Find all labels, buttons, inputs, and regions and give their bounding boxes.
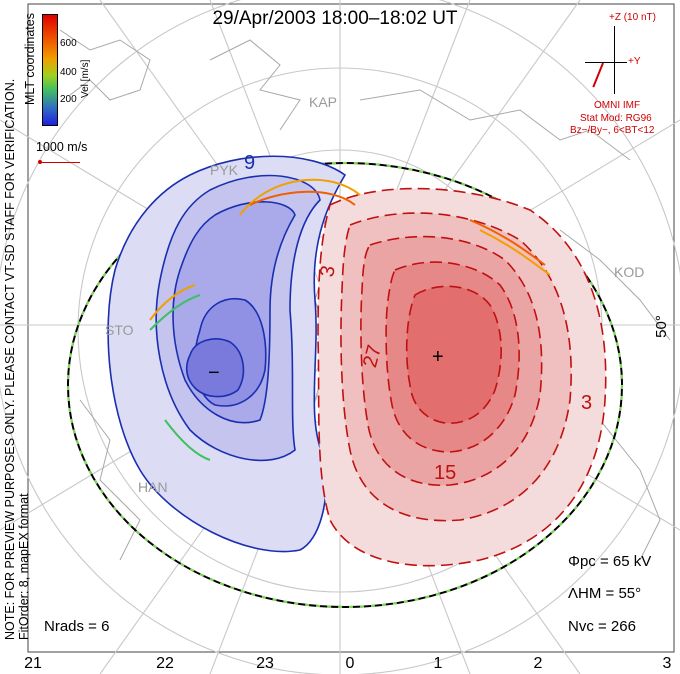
- map-title: 29/Apr/2003 18:00–18:02 UT: [212, 8, 458, 29]
- station-kod: KOD: [614, 264, 645, 280]
- verification-note: NOTE: FOR PREVIEW PURPOSES ONLY. PLEASE …: [3, 78, 17, 640]
- mlt-tick-23: 23: [256, 655, 274, 672]
- colorbar-tick-400: 400: [60, 67, 77, 78]
- noon-flow-stream: [149, 178, 551, 461]
- contour-label-neg-min: −: [208, 362, 220, 384]
- contour-label-pos-max: +: [432, 346, 444, 368]
- latitude-label: 50°: [652, 315, 670, 338]
- stat-n-vc: Nvc = 266: [568, 618, 636, 635]
- positive-potential-cell: [317, 187, 607, 567]
- imf-axis-vertical: [614, 26, 615, 94]
- scale-vector-label: 1000 m/s: [36, 140, 88, 154]
- station-han: HAN: [138, 479, 168, 495]
- mlt-coordinates-label: MLT coordinates: [23, 13, 37, 105]
- pos-contour-5: [405, 285, 502, 425]
- imf-axis-horizontal: [585, 62, 627, 63]
- fit-order-note: FitOrder: 8, mapEX format: [17, 493, 31, 640]
- scale-vector: [40, 162, 80, 163]
- mlt-tick-1: 1: [433, 655, 443, 672]
- station-pyk: PYK: [210, 162, 239, 178]
- neg-contour-5: [185, 338, 245, 398]
- station-sto: STO: [105, 322, 134, 338]
- imf-source: OMNI IMF: [594, 100, 641, 111]
- mlt-tick-0: 0: [345, 655, 355, 672]
- stat-phi-pc: Φpc = 65 kV: [568, 553, 652, 570]
- mlt-tick-21: 21: [24, 655, 42, 672]
- velocity-colorbar: [42, 14, 58, 126]
- imf-z-label: +Z (10 nT): [609, 12, 656, 23]
- mlt-tick-2: 2: [533, 655, 543, 672]
- station-kap: KAP: [309, 94, 338, 110]
- imf-condition: Bz−/By−, 6<BT<12: [570, 125, 655, 136]
- imf-y-label: +Y: [628, 56, 641, 67]
- stat-lambda-hm: ΛHM = 55°: [568, 585, 642, 602]
- contour-label-neg-9: 9: [244, 152, 256, 174]
- imf-model: Stat Mod: RG96: [580, 113, 652, 124]
- colorbar-title: Vel [m/s]: [80, 59, 91, 98]
- heppner-maynard-boundary: [66, 161, 624, 609]
- negative-potential-cell: [107, 155, 347, 553]
- contour-label-pos-15: 15: [434, 462, 457, 484]
- colorbar-tick-600: 600: [60, 38, 77, 49]
- contour-label-pos-3b: 3: [581, 392, 593, 414]
- mlt-tick-22: 22: [156, 655, 174, 672]
- stat-n-rads: Nrads = 6: [44, 618, 110, 635]
- mlt-tick-3: 3: [662, 655, 672, 672]
- scale-vector-origin: [38, 160, 42, 164]
- colorbar-tick-200: 200: [60, 94, 77, 105]
